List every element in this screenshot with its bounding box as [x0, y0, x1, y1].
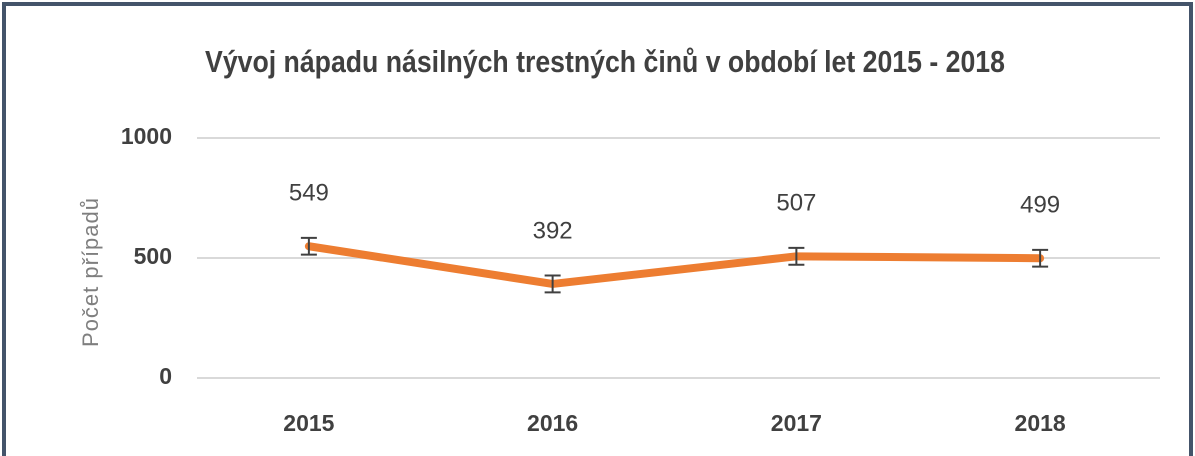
data-label: 507	[776, 190, 816, 217]
x-tick-label: 2016	[527, 410, 578, 436]
y-tick-label: 1000	[121, 123, 172, 149]
chart-title: Vývoj nápadu násilných trestných činů v …	[205, 45, 1005, 79]
error-bar	[1032, 248, 1049, 268]
x-tick-label: 2018	[1015, 410, 1066, 436]
data-label: 549	[289, 180, 329, 207]
x-tick-label: 2017	[771, 410, 822, 436]
data-label: 392	[533, 217, 573, 244]
error-bar	[788, 246, 805, 266]
data-label: 499	[1020, 192, 1060, 219]
data-line	[304, 242, 1045, 288]
error-bar	[300, 236, 317, 256]
error-bar	[544, 274, 561, 294]
y-axis-label: Počet případů	[78, 197, 103, 347]
y-tick-label: 500	[134, 243, 172, 269]
x-tick-label: 2015	[283, 410, 334, 436]
y-tick-label: 0	[159, 363, 172, 389]
